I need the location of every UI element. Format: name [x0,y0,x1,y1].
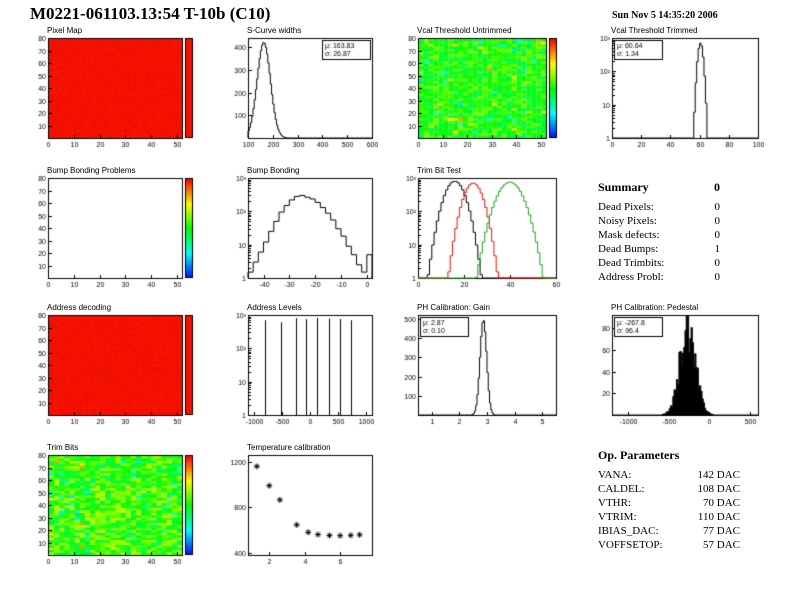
summary-row-value: 1 [714,243,721,255]
address-decoding-heatmap [28,312,198,426]
op-parameter-row: VOFFSETOP: 57 DAC [598,538,740,552]
plot-title-ph-gain: PH Calibration: Gain [417,303,490,312]
ph-pedestal-histogram [592,312,764,426]
op-parameter-row: VTHR: 70 DAC [598,496,740,510]
plot-ph-pedestal: PH Calibration: Pedestal [592,303,764,426]
bump-bonding-histogram [228,175,378,289]
plot-trim-bits: Trim Bits [28,443,198,566]
plot-title-trim-bit-test: Trim Bit Test [417,166,462,175]
summary-header: Summary 0 [598,180,720,195]
summary-row: Noisy Pixels: 0 [598,214,720,228]
plot-scurve-widths: S-Curve widths [228,26,378,149]
op-parameters-title: Op. Parameters [598,448,680,462]
plot-pixel-map: Pixel Map [28,26,198,149]
plot-title-vcal-untrimmed: Vcal Threshold Untrimmed [417,26,512,35]
op-parameters-panel: Op. Parameters VANA: 142 DAC CALDEL: 108 D… [598,448,740,552]
op-parameter-row: IBIAS_DAC: 77 DAC [598,524,740,538]
summary-row-value: 0 [714,229,721,241]
plot-temperature-calibration: Temperature calibration [228,443,378,566]
op-parameter-row: CALDEL: 108 DAC [598,482,740,496]
plot-title-vcal-trimmed: Vcal Threshold Trimmed [611,26,698,35]
summary-row: Mask defects: 0 [598,228,720,242]
summary-row-value: 0 [714,201,721,213]
plot-trim-bit-test: Trim Bit Test [398,166,562,289]
plot-ph-gain: PH Calibration: Gain [398,303,562,426]
summary-row: Address Probl: 0 [598,270,720,284]
summary-row-value: 0 [714,215,721,227]
op-parameter-label: VOFFSETOP: [598,539,663,551]
scurve-widths-histogram [228,35,378,149]
plot-title-bump-bonding-problems: Bump Bonding Problems [47,166,136,175]
summary-row-value: 0 [714,271,721,283]
plot-title-pixel-map: Pixel Map [47,26,83,35]
summary-panel: Summary 0 Dead Pixels: 0 Noisy Pixels: 0 M… [598,180,720,284]
pixel-map-heatmap [28,35,198,149]
plot-title-scurve-widths: S-Curve widths [247,26,302,35]
plot-vcal-trimmed: Vcal Threshold Trimmed [592,26,764,149]
trim-bit-test-histogram [398,175,562,289]
summary-row-label: Address Probl: [598,271,664,283]
ph-gain-histogram [398,312,562,426]
summary-row: Dead Trimbits: 0 [598,256,720,270]
summary-row-label: Mask defects: [598,229,660,241]
plot-address-levels: Address Levels [228,303,378,426]
op-parameter-label: VTHR: [598,497,631,509]
op-parameter-value: 108 DAC [697,483,740,495]
summary-row-label: Dead Bumps: [598,243,659,255]
plot-vcal-untrimmed: Vcal Threshold Untrimmed [398,26,562,149]
plot-address-decoding: Address decoding [28,303,198,426]
summary-row: Dead Bumps: 1 [598,242,720,256]
op-parameter-row: VTRIM: 110 DAC [598,510,740,524]
plot-title-temperature-calibration: Temperature calibration [247,443,331,452]
op-parameter-row: VANA: 142 DAC [598,468,740,482]
op-parameter-value: 77 DAC [703,525,740,537]
timestamp: Sun Nov 5 14:35:20 2006 [612,10,718,21]
op-parameter-label: IBIAS_DAC: [598,525,659,537]
plot-bump-bonding: Bump Bonding [228,166,378,289]
plot-title-address-levels: Address Levels [247,303,302,312]
summary-title: Summary [598,180,649,194]
plot-title-trim-bits: Trim Bits [47,443,79,452]
op-parameter-value: 57 DAC [703,539,740,551]
temperature-calibration-scatter [228,452,378,566]
plot-title-ph-pedestal: PH Calibration: Pedestal [611,303,699,312]
op-parameter-label: VANA: [598,469,632,481]
summary-row: Dead Pixels: 0 [598,200,720,214]
vcal-untrimmed-heatmap [398,35,562,149]
summary-row-label: Noisy Pixels: [598,215,657,227]
vcal-trimmed-histogram [592,35,764,149]
trim-bits-heatmap [28,452,198,566]
op-parameter-value: 70 DAC [703,497,740,509]
plot-title-address-decoding: Address decoding [47,303,112,312]
op-parameter-label: VTRIM: [598,511,637,523]
plot-title-bump-bonding: Bump Bonding [247,166,300,175]
summary-row-value: 0 [714,257,721,269]
op-parameter-value: 142 DAC [697,469,740,481]
summary-row-label: Dead Trimbits: [598,257,665,269]
address-levels-histogram [228,312,378,426]
plot-bump-bonding-problems: Bump Bonding Problems [28,166,198,289]
page-title: M0221-061103.13:54 T-10b (C10) [30,4,271,23]
summary-row-label: Dead Pixels: [598,201,654,213]
op-parameter-label: CALDEL: [598,483,645,495]
bump-bonding-problems-heatmap [28,175,198,289]
op-parameters-header: Op. Parameters [598,448,740,463]
op-parameter-value: 110 DAC [697,511,740,523]
summary-total: 0 [714,180,720,194]
